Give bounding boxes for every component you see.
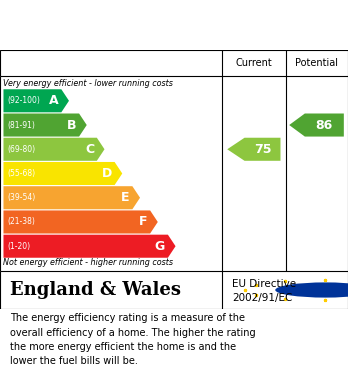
Text: 2002/91/EC: 2002/91/EC [232,293,293,303]
Text: F: F [139,215,147,228]
Text: 75: 75 [254,143,271,156]
Text: B: B [67,118,76,131]
Text: E: E [121,191,129,204]
Text: England & Wales: England & Wales [10,281,181,299]
Text: Energy Efficiency Rating: Energy Efficiency Rating [10,27,232,43]
Text: Current: Current [236,58,272,68]
Polygon shape [3,186,140,209]
Text: The energy efficiency rating is a measure of the
overall efficiency of a home. T: The energy efficiency rating is a measur… [10,313,256,366]
Polygon shape [3,138,104,161]
Text: (21-38): (21-38) [8,217,35,226]
Text: (81-91): (81-91) [8,120,35,129]
Text: G: G [155,240,165,253]
Polygon shape [3,162,122,185]
Text: 86: 86 [316,118,333,131]
Text: (55-68): (55-68) [8,169,36,178]
Polygon shape [227,138,280,161]
Text: (69-80): (69-80) [8,145,36,154]
Polygon shape [3,113,87,136]
Text: Very energy efficient - lower running costs: Very energy efficient - lower running co… [3,79,173,88]
Polygon shape [289,113,344,136]
Text: A: A [49,94,58,107]
Text: EU Directive: EU Directive [232,279,296,289]
Text: Potential: Potential [295,58,338,68]
Text: C: C [85,143,94,156]
Text: D: D [102,167,112,180]
Polygon shape [3,210,158,233]
Polygon shape [3,235,175,258]
Text: (39-54): (39-54) [8,193,36,202]
Polygon shape [3,89,69,112]
Text: (1-20): (1-20) [8,242,31,251]
Text: Not energy efficient - higher running costs: Not energy efficient - higher running co… [3,258,174,267]
Text: (92-100): (92-100) [8,96,40,105]
Ellipse shape [275,282,348,298]
